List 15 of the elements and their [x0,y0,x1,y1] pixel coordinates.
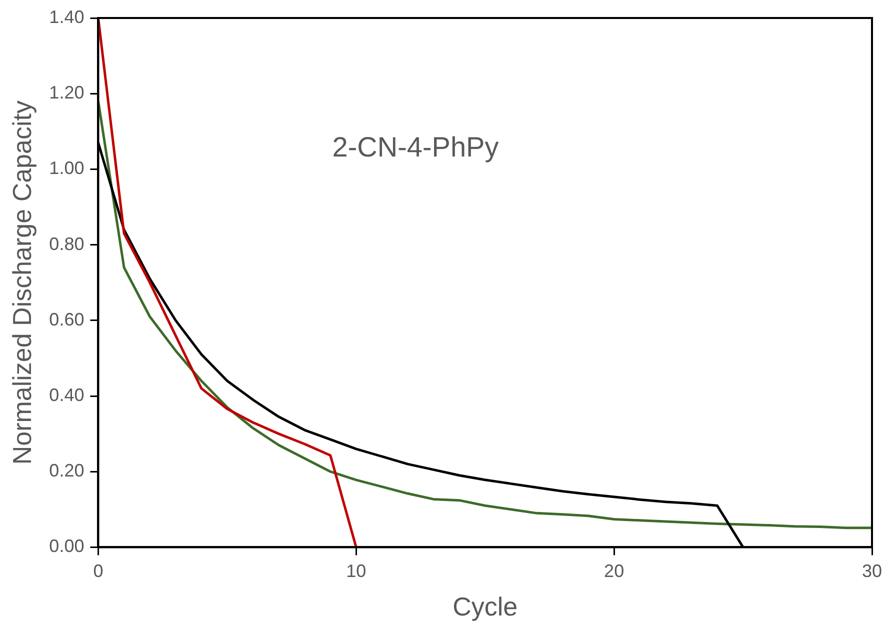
y-tick-label: 1.20 [49,82,84,103]
y-tick-label: 0.60 [49,309,84,330]
y-tick-label: 1.00 [49,158,84,178]
x-tick-label: 0 [93,560,104,581]
y-tick-label: 0.00 [49,536,84,556]
y-tick-label: 0.40 [49,384,84,405]
x-tick-label: 20 [604,560,624,581]
y-axis-title: Normalized Discharge Capacity [6,100,37,465]
y-tick-label: 0.80 [49,234,84,254]
x-tick-label: 30 [862,560,882,581]
y-tick-label: 0.20 [49,460,84,481]
x-tick-label: 10 [346,560,366,581]
y-tick-label: 1.40 [49,6,84,27]
x-axis-title: Cycle [452,592,518,622]
annotation: 2-CN-4-PhPy [332,132,499,163]
